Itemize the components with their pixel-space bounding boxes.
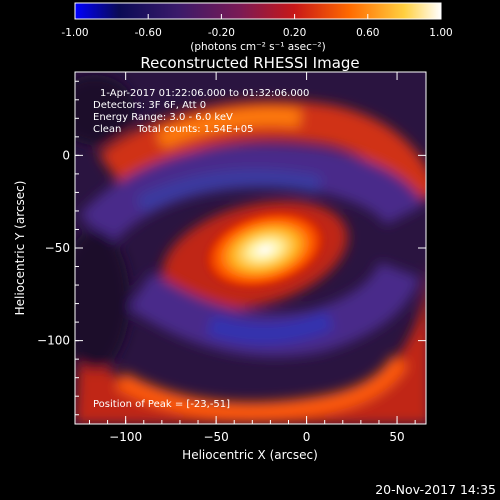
colorbar	[74, 2, 442, 20]
annotation-clean-counts: Clean Total counts: 1.54E+05	[93, 124, 253, 135]
colorbar-tick-label: -0.60	[135, 27, 162, 39]
upper-orange-band	[156, 107, 302, 149]
annotation-time-range: 1-Apr-2017 01:22:06.000 to 01:32:06.000	[100, 88, 309, 99]
x-axis: −100 −50 0 50	[88, 72, 416, 444]
upper-blue-core	[135, 169, 322, 214]
peak-blob	[206, 211, 324, 288]
x-tick-label: 50	[389, 430, 404, 444]
lower-blue-core	[206, 310, 334, 344]
colorbar-tick-label: -0.20	[208, 27, 235, 39]
upper-left-dark	[75, 75, 135, 145]
colorbar-ticks: -1.00 -0.60 -0.20 0.20 0.60 1.00	[61, 14, 453, 39]
annotation-energy-range: Energy Range: 3.0 - 6.0 keV	[93, 112, 233, 123]
heatmap-image	[75, 72, 426, 424]
upper-purple-band	[78, 144, 425, 246]
y-tick-label: −50	[45, 241, 70, 255]
y-axis: −100 −50 0	[37, 80, 426, 416]
colorbar-tick-label: -1.00	[61, 27, 88, 39]
colorbar-tick-label: 0.60	[356, 27, 379, 39]
y-axis-label: Heliocentric Y (arcsec)	[13, 181, 27, 316]
colorbar-tick-label: 1.00	[429, 27, 452, 39]
x-tick-label: −50	[203, 430, 228, 444]
x-axis-label: Heliocentric X (arcsec)	[182, 448, 318, 462]
y-tick-label: −100	[37, 334, 70, 348]
colorbar-tick-label: 0.20	[283, 27, 306, 39]
timestamp: 20-Nov-2017 14:35	[375, 482, 496, 497]
outer-ring-bottom-bright	[115, 355, 408, 421]
x-tick-label: −100	[109, 430, 142, 444]
y-tick-label: 0	[62, 148, 70, 162]
colorbar-units: (photons cm⁻² s⁻¹ asec⁻²)	[190, 41, 325, 53]
annotation-detectors: Detectors: 3F 6F, Att 0	[93, 100, 206, 111]
chart-title: Reconstructed RHESSI Image	[140, 54, 359, 72]
outer-ring-bottom	[75, 289, 426, 424]
x-tick-label: 0	[303, 430, 311, 444]
annotation-peak-position: Position of Peak = [-23,-51]	[93, 399, 230, 410]
left-dark-region	[75, 230, 130, 370]
